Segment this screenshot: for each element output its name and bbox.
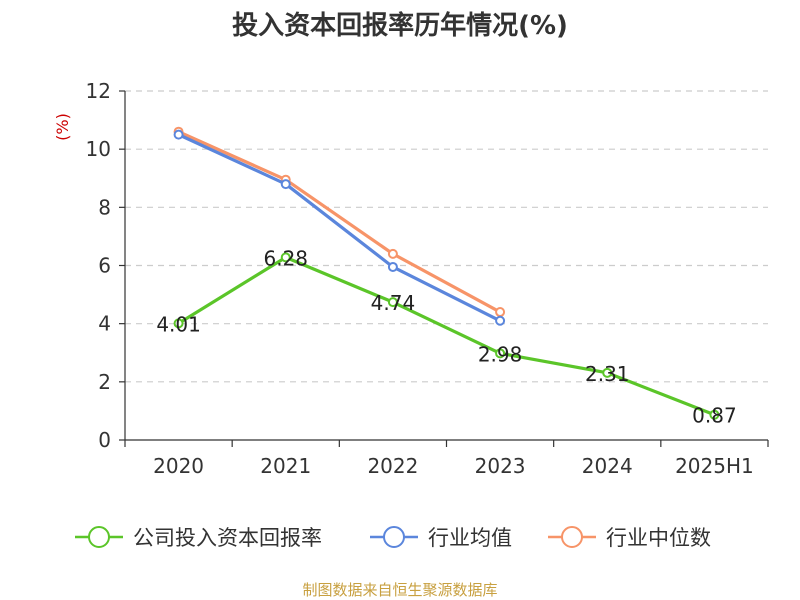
data-point — [387, 248, 398, 259]
grid-lines — [125, 90, 768, 383]
y-tick-label: 2 — [98, 370, 111, 394]
x-tick-label: 2021 — [260, 454, 311, 478]
legend-label: 公司投入资本回报率 — [133, 526, 322, 550]
data-point — [173, 318, 184, 329]
y-axis-unit-label: (%) — [53, 113, 72, 141]
data-point — [602, 367, 613, 378]
data-point — [495, 315, 506, 326]
data-point — [280, 252, 291, 263]
axes: 0 2 4 6 8 10 12 2020 2021 2022 2023 2024 2025H1 — [86, 79, 769, 478]
y-tick-label: 10 — [86, 137, 111, 161]
data-label: 6.28 — [263, 246, 308, 270]
legend-item[interactable]: 行业均值 — [370, 526, 512, 550]
y-tick-label: 8 — [98, 195, 111, 219]
data-label: 2.98 — [478, 342, 523, 366]
legend-swatch-marker — [561, 526, 583, 548]
source-note: 制图数据来自恒生聚源数据库 — [302, 581, 497, 599]
legend-item[interactable]: 行业中位数 — [548, 526, 711, 550]
data-label: 4.01 — [156, 312, 201, 336]
y-tick-label: 4 — [98, 312, 111, 336]
data-point — [387, 297, 398, 308]
data-point — [709, 409, 720, 420]
x-tick-label: 2022 — [367, 454, 418, 478]
x-tick-label: 2020 — [153, 454, 204, 478]
x-tick-label: 2023 — [475, 454, 526, 478]
x-tick-label: 2025H1 — [675, 454, 754, 478]
y-tick-label: 12 — [86, 79, 111, 103]
chart-title: 投入资本回报率历年情况(%) — [232, 10, 568, 41]
data-label: 4.74 — [371, 291, 416, 315]
legend-swatch-marker — [88, 526, 110, 548]
data-point — [495, 348, 506, 359]
series-line — [177, 255, 715, 417]
series-line — [177, 130, 501, 314]
legend-item[interactable]: 公司投入资本回报率 — [75, 526, 322, 550]
legend-label: 行业均值 — [428, 526, 512, 550]
legend-label: 行业中位数 — [606, 526, 711, 550]
series-line — [177, 133, 501, 323]
data-point — [495, 307, 506, 318]
x-tick-label: 2024 — [582, 454, 633, 478]
y-tick-label: 0 — [98, 428, 111, 452]
data-point — [387, 261, 398, 272]
y-tick-label: 6 — [98, 254, 111, 278]
data-labels: 4.01 6.28 4.74 2.98 2.31 0.87 — [156, 246, 736, 427]
series-lines — [173, 126, 720, 420]
data-label: 2.31 — [585, 362, 630, 386]
legend: 公司投入资本回报率 行业均值 行业中位数 — [75, 526, 711, 550]
data-point — [280, 179, 291, 190]
data-label: 0.87 — [692, 404, 737, 428]
legend-swatch-marker — [383, 526, 405, 548]
data-point — [173, 129, 184, 140]
